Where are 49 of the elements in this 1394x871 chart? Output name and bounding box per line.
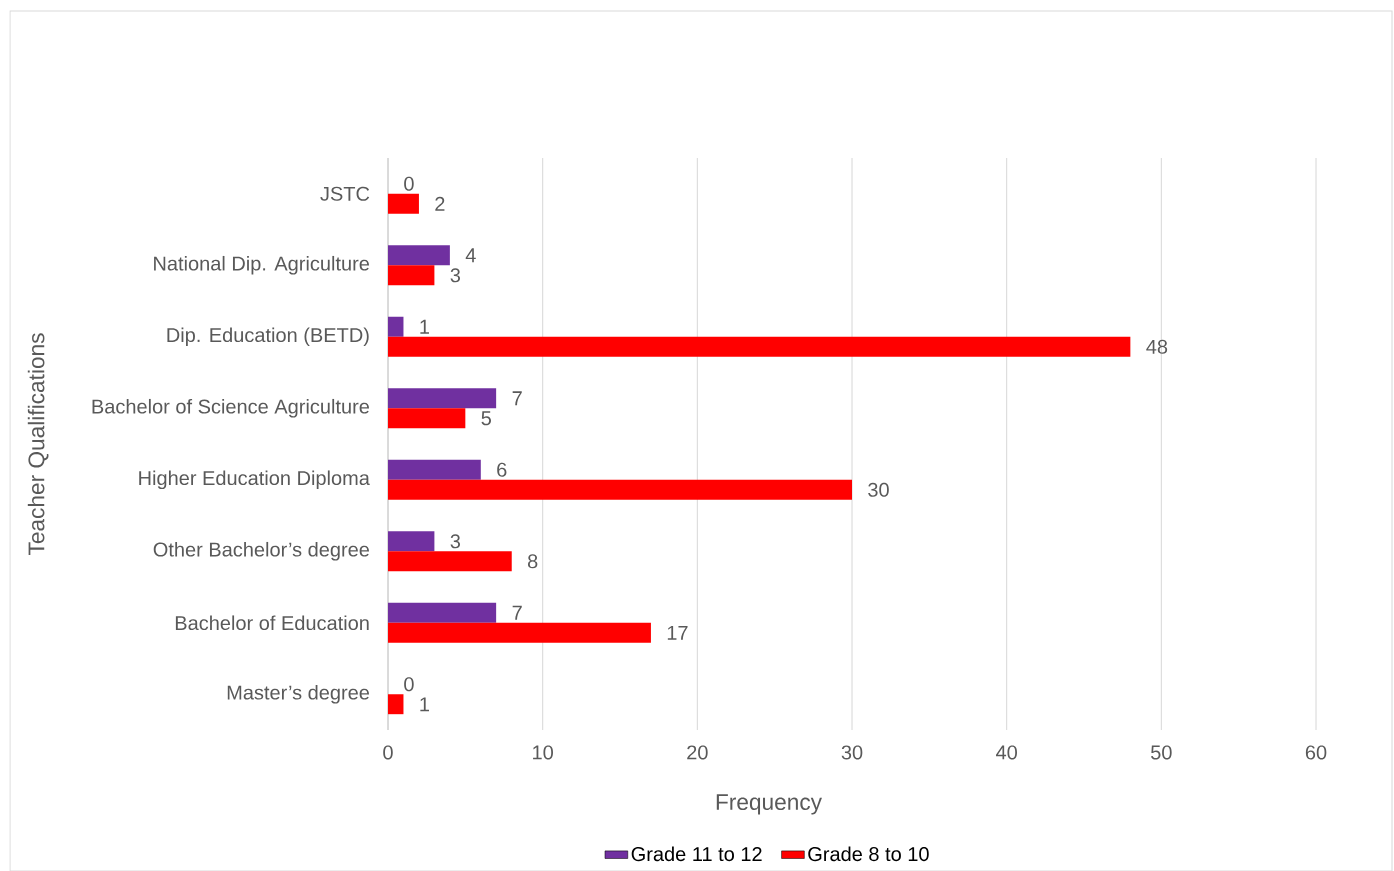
- bar: [388, 336, 1131, 357]
- data-label: 0: [404, 677, 414, 692]
- bar: [388, 459, 481, 480]
- data-label: 3: [450, 534, 461, 549]
- data-label: 48: [1146, 339, 1168, 354]
- bar: [388, 316, 404, 337]
- x-tick-label: 0: [383, 745, 393, 760]
- y-tick-label: National Dip. Agriculture: [154, 255, 370, 275]
- y-tick-label: Bachelor of Science Agriculture: [92, 398, 370, 418]
- bar: [388, 193, 419, 214]
- data-label: 1: [420, 697, 429, 712]
- data-label: 30: [868, 482, 889, 497]
- data-label: 8: [527, 554, 538, 569]
- legend-label: Grade 8 to 10: [808, 846, 929, 862]
- data-label: 4: [465, 248, 476, 263]
- data-label: 3: [450, 268, 461, 283]
- legend-label: Grade 11 to 12: [631, 846, 762, 862]
- bar: [388, 622, 651, 643]
- data-label: 5: [481, 411, 491, 426]
- data-label: 7: [512, 391, 522, 406]
- data-label: 2: [435, 196, 445, 211]
- bar: [388, 388, 497, 409]
- y-axis-title: Teacher Qualifications: [27, 333, 49, 556]
- bar: [388, 602, 497, 623]
- x-tick-label: 30: [841, 745, 863, 760]
- bar: [388, 551, 512, 572]
- data-label: 1: [420, 319, 429, 334]
- y-tick-label: Master’s degree: [227, 684, 370, 704]
- x-tick-label: 10: [533, 745, 553, 760]
- bar: [388, 694, 404, 715]
- bar: [388, 479, 852, 500]
- x-tick-label: 40: [996, 745, 1017, 760]
- bar: [388, 531, 435, 552]
- bar: [388, 265, 435, 286]
- y-tick-label: JSTC: [320, 186, 370, 201]
- y-tick-label: Higher Education Diploma: [139, 470, 370, 490]
- y-tick-label: Other Bachelor’s degree: [153, 541, 370, 561]
- data-label: 7: [512, 605, 522, 620]
- data-label: 6: [497, 462, 507, 477]
- x-tick-label: 20: [687, 745, 708, 760]
- y-tick-label: Dip. Education (BETD): [167, 327, 369, 347]
- y-tick-label: Bachelor of Education: [175, 615, 369, 631]
- bar: [388, 408, 466, 429]
- x-axis-title: Frequency: [716, 794, 822, 815]
- data-label: 17: [667, 625, 688, 640]
- x-tick-label: 60: [1305, 745, 1327, 760]
- data-label: 0: [404, 176, 414, 191]
- bar: [388, 245, 450, 266]
- x-tick-label: 50: [1151, 745, 1172, 760]
